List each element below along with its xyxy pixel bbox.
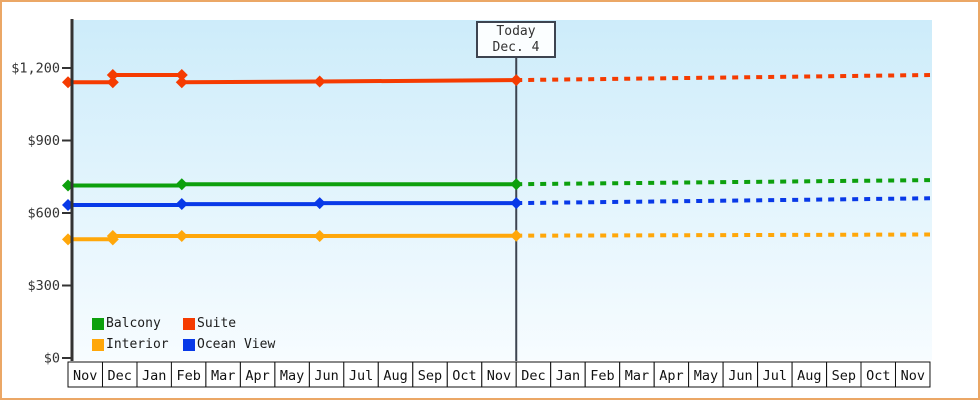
month-label: Jun	[728, 368, 752, 384]
month-cell	[446, 361, 483, 388]
data-point-marker	[175, 229, 188, 242]
data-point-marker	[313, 75, 326, 88]
data-point-marker	[175, 76, 188, 89]
today-label: Today	[496, 24, 536, 39]
data-point-marker	[510, 178, 523, 191]
month-label: Jan	[142, 368, 166, 384]
y-axis-label: $900	[27, 133, 60, 149]
series-forecast-line	[516, 178, 931, 187]
data-point-marker	[175, 198, 188, 211]
month-label: Nov	[901, 368, 925, 384]
month-cell	[377, 361, 414, 388]
month-label: Dec	[108, 368, 132, 384]
month-label: Jan	[556, 368, 580, 384]
legend-label: Balcony	[106, 316, 161, 331]
balcony-swatch-icon	[92, 317, 104, 330]
month-cell	[205, 361, 241, 388]
data-point-marker	[313, 197, 326, 210]
month-cell	[412, 361, 448, 388]
series-forecast-line	[516, 73, 931, 83]
data-point-marker	[510, 197, 523, 210]
legend-item-ocean-view: Ocean View	[183, 335, 275, 354]
series-line	[68, 182, 517, 188]
y-axis-label: $300	[27, 278, 60, 294]
month-label: Dec	[521, 368, 545, 384]
month-label: Apr	[245, 368, 269, 384]
legend-label: Suite	[197, 316, 237, 331]
y-axis-label: $600	[27, 206, 60, 222]
month-label: Sep	[832, 368, 856, 384]
month-label: Apr	[659, 368, 683, 384]
data-point-marker	[106, 69, 119, 82]
month-cell	[102, 361, 138, 388]
data-point-marker	[175, 178, 188, 191]
interior-swatch-icon	[92, 338, 104, 351]
today-date: Dec. 4	[492, 40, 540, 55]
month-label: Oct	[452, 368, 476, 384]
month-label: Jun	[314, 368, 338, 384]
series-suite	[62, 69, 931, 89]
series-line	[68, 233, 517, 242]
month-label: Nov	[73, 368, 97, 384]
month-cell	[895, 361, 931, 388]
month-cell	[653, 361, 690, 388]
month-label: Aug	[383, 368, 407, 384]
month-cell	[170, 361, 207, 388]
plot-background	[72, 20, 932, 360]
legend-label: Ocean View	[197, 337, 276, 352]
month-cell	[757, 361, 793, 388]
month-label: Mar	[211, 368, 235, 384]
suite-swatch-icon	[183, 317, 195, 330]
month-label: Oct	[866, 368, 890, 384]
data-point-marker	[510, 229, 523, 242]
data-point-marker	[313, 229, 326, 242]
month-label: Aug	[797, 368, 821, 384]
month-cell	[722, 361, 759, 388]
month-label: Feb	[177, 368, 201, 384]
month-label: May	[280, 368, 304, 384]
month-label: Nov	[487, 368, 511, 384]
today-annotation: Today Dec. 4	[476, 21, 556, 58]
month-cell	[308, 361, 345, 388]
month-label: Sep	[418, 368, 442, 384]
month-cell	[67, 361, 103, 388]
legend-item-suite: Suite	[183, 314, 275, 333]
month-cell	[274, 361, 310, 388]
month-label: Mar	[625, 368, 649, 384]
data-point-marker	[106, 229, 119, 242]
y-axis-label: $1,200	[11, 61, 60, 77]
series-forecast-line	[516, 232, 931, 238]
data-point-marker	[175, 69, 188, 82]
ocean-view-swatch-icon	[183, 338, 195, 351]
month-label: Jul	[349, 368, 373, 384]
month-label: May	[694, 368, 718, 384]
series-forecast-line	[516, 196, 931, 206]
legend: Balcony Suite Interior Ocean View	[92, 314, 275, 354]
data-point-marker	[106, 76, 119, 89]
legend-label: Interior	[106, 337, 169, 352]
data-point-marker	[510, 74, 523, 87]
month-label: Jul	[763, 368, 787, 384]
legend-item-balcony: Balcony	[92, 314, 183, 333]
month-cell	[860, 361, 896, 388]
month-cell	[550, 361, 586, 388]
legend-item-interior: Interior	[92, 335, 183, 354]
series-line	[68, 201, 517, 207]
series-interior	[62, 229, 931, 246]
month-label: Feb	[590, 368, 614, 384]
month-cell	[826, 361, 862, 388]
y-axis-label: $0	[44, 351, 60, 367]
